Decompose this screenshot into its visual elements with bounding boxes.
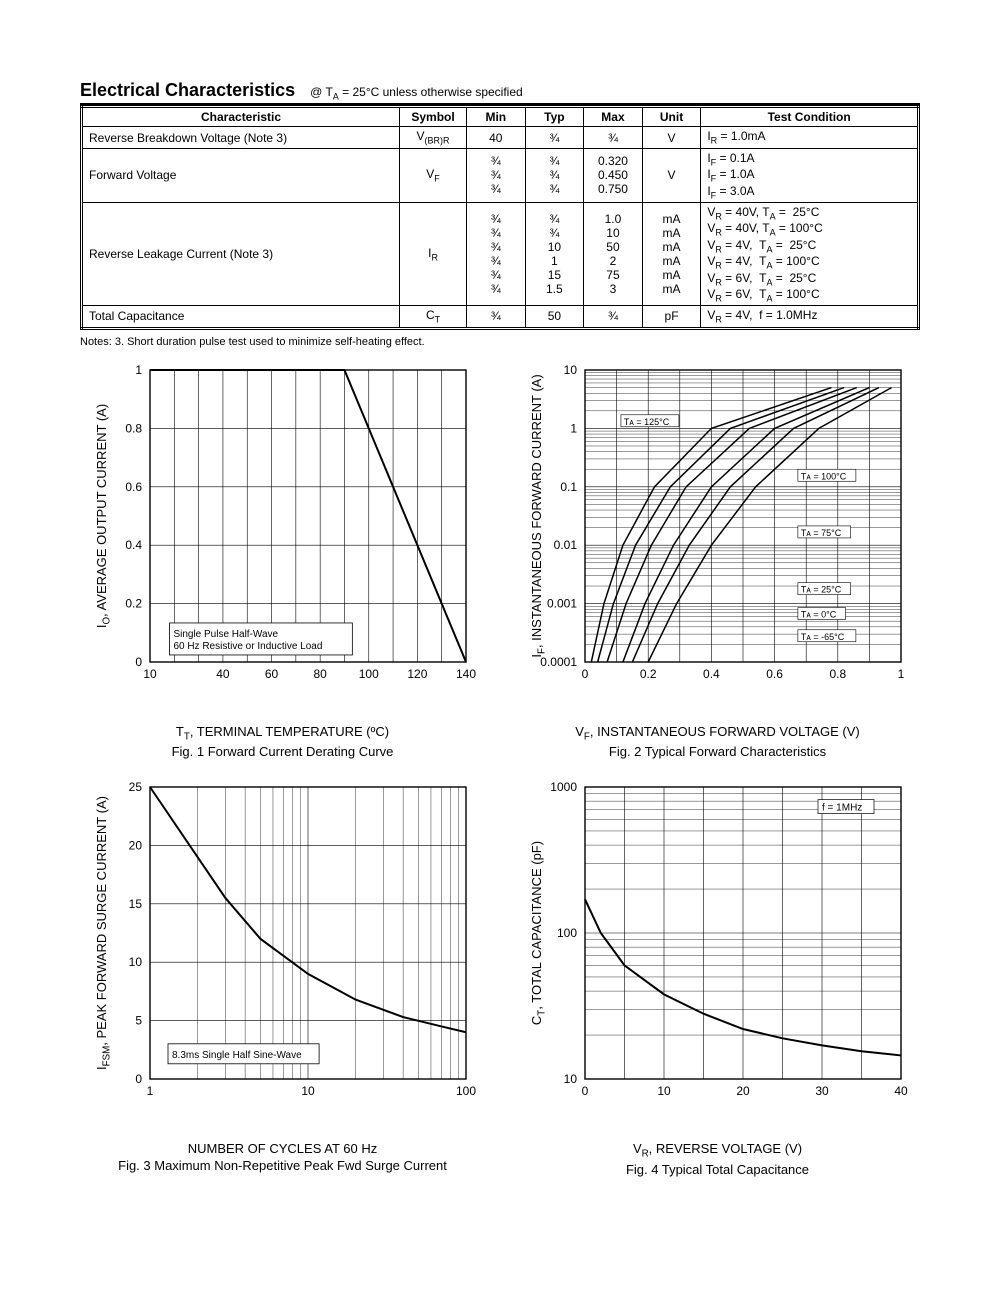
svg-text:100: 100 [456, 1084, 476, 1098]
svg-text:10: 10 [657, 1084, 671, 1098]
fig1-container: 10 40 60 80 100 120 140 0 0.2 0.4 0.6 0.8 1 Single Pu… [80, 362, 485, 760]
column-header: Min [467, 107, 526, 127]
svg-text:25: 25 [129, 780, 143, 794]
svg-text:Tᴀ = 100°C: Tᴀ = 100°C [801, 471, 847, 481]
svg-text:20: 20 [129, 839, 143, 853]
svg-text:60 Hz Resistive or Inductive L: 60 Hz Resistive or Inductive Load [173, 641, 322, 652]
column-header: Characteristic [82, 107, 400, 127]
svg-text:10: 10 [129, 955, 143, 969]
svg-text:1: 1 [147, 1084, 154, 1098]
svg-text:0: 0 [135, 655, 142, 669]
table-row: Reverse Leakage Current (Note 3)IR¾¾¾¾¾¾… [82, 202, 919, 305]
svg-text:8.3ms Single Half Sine-Wave: 8.3ms Single Half Sine-Wave [172, 1050, 302, 1061]
svg-text:0.2: 0.2 [640, 667, 657, 681]
svg-text:20: 20 [736, 1084, 750, 1098]
svg-text:f = 1MHz: f = 1MHz [822, 803, 862, 814]
svg-text:60: 60 [265, 667, 279, 681]
svg-text:Tᴀ = 25°C: Tᴀ = 25°C [801, 584, 842, 594]
svg-text:0: 0 [582, 1084, 589, 1098]
column-header: Typ [525, 107, 584, 127]
table-row: Forward VoltageVF¾¾¾¾¾¾0.3200.4500.750VI… [82, 148, 919, 202]
notes: Notes: 3. Short duration pulse test used… [80, 336, 920, 348]
column-header: Test Condition [701, 107, 919, 127]
svg-text:30: 30 [815, 1084, 829, 1098]
svg-text:1: 1 [898, 667, 905, 681]
svg-text:1: 1 [570, 421, 577, 435]
svg-text:0.01: 0.01 [554, 538, 578, 552]
svg-text:0.4: 0.4 [125, 538, 142, 552]
svg-text:Tᴀ = 75°C: Tᴀ = 75°C [801, 528, 842, 538]
svg-text:0: 0 [582, 667, 589, 681]
column-header: Max [584, 107, 643, 127]
svg-text:0.1: 0.1 [560, 479, 577, 493]
table-row: Reverse Breakdown Voltage (Note 3)V(BR)R… [82, 127, 919, 148]
svg-text:40: 40 [894, 1084, 908, 1098]
svg-text:Tᴀ = 125°C: Tᴀ = 125°C [624, 416, 670, 426]
fig4-container: 010203040101001000f = 1MHzCT, TOTAL CAPA… [515, 779, 920, 1177]
svg-text:120: 120 [407, 667, 427, 681]
section-title: Electrical Characteristics [80, 80, 295, 100]
electrical-characteristics-table: CharacteristicSymbolMinTypMaxUnitTest Co… [80, 105, 920, 329]
svg-text:140: 140 [456, 667, 476, 681]
svg-text:10: 10 [564, 363, 578, 377]
fig3-container: 1 10 100 0 5 10 15 20 25 8.3ms Single Half Sine-W… [80, 779, 485, 1177]
svg-text:0.6: 0.6 [766, 667, 783, 681]
svg-text:1: 1 [135, 363, 142, 377]
svg-text:0: 0 [135, 1072, 142, 1086]
svg-text:Single Pulse Half-Wave: Single Pulse Half-Wave [173, 629, 278, 640]
svg-text:0.6: 0.6 [125, 479, 142, 493]
svg-text:0.2: 0.2 [125, 596, 142, 610]
svg-text:40: 40 [216, 667, 230, 681]
table-row: Total CapacitanceCT¾50¾pFVR = 4V, f = 1.… [82, 306, 919, 328]
column-header: Symbol [400, 107, 467, 127]
svg-text:10: 10 [564, 1072, 578, 1086]
svg-text:0.4: 0.4 [703, 667, 720, 681]
svg-text:1000: 1000 [550, 780, 577, 794]
svg-text:80: 80 [313, 667, 327, 681]
svg-text:5: 5 [135, 1014, 142, 1028]
svg-text:10: 10 [143, 667, 157, 681]
svg-text:0.8: 0.8 [125, 421, 142, 435]
fig2-container: 00.20.40.60.810.00010.0010.010.1110Tᴀ = … [515, 362, 920, 760]
svg-text:Tᴀ = -65°C: Tᴀ = -65°C [801, 631, 845, 641]
section-subtitle: @ TA = 25°C unless otherwise specified [310, 85, 523, 99]
svg-text:0.8: 0.8 [829, 667, 846, 681]
svg-text:100: 100 [359, 667, 379, 681]
svg-text:Tᴀ = 0°C: Tᴀ = 0°C [801, 609, 837, 619]
column-header: Unit [642, 107, 701, 127]
svg-text:100: 100 [557, 926, 577, 940]
svg-text:15: 15 [129, 897, 143, 911]
svg-text:10: 10 [301, 1084, 315, 1098]
